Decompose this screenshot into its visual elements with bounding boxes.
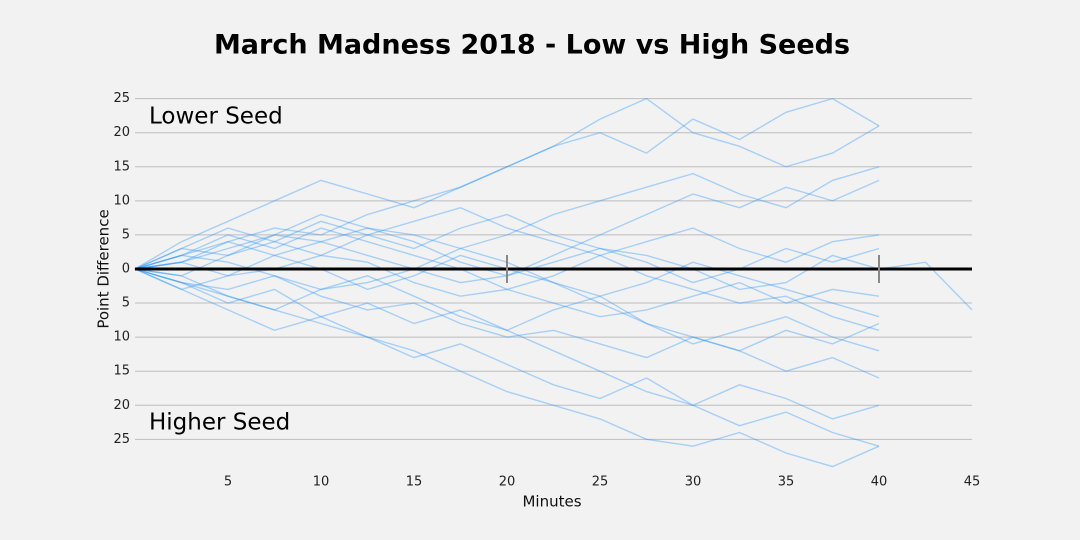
series-line: [134, 97, 880, 270]
y-tick-label: 15: [113, 364, 130, 379]
x-tick-label: 15: [406, 475, 423, 490]
y-tick-label: 0: [122, 261, 130, 276]
y-tick-label: 15: [113, 159, 130, 174]
x-tick-label: 45: [964, 475, 981, 490]
x-tick-label: 20: [499, 475, 516, 490]
foreground: [135, 254, 972, 283]
y-tick-label: 20: [113, 398, 130, 413]
annotation: Lower Seed: [149, 104, 283, 130]
y-tick-label: 5: [122, 296, 130, 311]
series-line: [134, 206, 880, 331]
y-axis-label: Point Difference: [95, 209, 113, 328]
y-tick-label: 10: [113, 193, 130, 208]
series-line: [134, 213, 880, 284]
annotation: Higher Seed: [149, 410, 290, 436]
series-line: [134, 227, 880, 291]
x-tick-label: 10: [313, 475, 330, 490]
x-tick-label: 40: [871, 475, 888, 490]
series-line: [134, 268, 880, 468]
lines: [134, 97, 973, 468]
x-tick-label: 5: [224, 475, 232, 490]
y-tick-label: 25: [113, 432, 130, 447]
x-axis-label: Minutes: [522, 493, 581, 511]
series-line: [134, 254, 880, 318]
series-line: [134, 166, 880, 291]
x-tick-label: 25: [592, 475, 609, 490]
y-tick-label: 10: [113, 330, 130, 345]
series-line: [134, 268, 880, 352]
y-tick-label: 25: [113, 91, 130, 106]
x-tick-label: 30: [685, 475, 702, 490]
y-tick-label: 5: [122, 227, 130, 242]
y-tick-label: 20: [113, 125, 130, 140]
series-line: [134, 234, 973, 311]
x-tick-label: 35: [778, 475, 795, 490]
series-line: [134, 268, 880, 447]
series-line: [134, 268, 880, 359]
series-line: [134, 268, 880, 420]
series-line: [134, 97, 880, 270]
chart-title: March Madness 2018 - Low vs High Seeds: [214, 30, 850, 61]
